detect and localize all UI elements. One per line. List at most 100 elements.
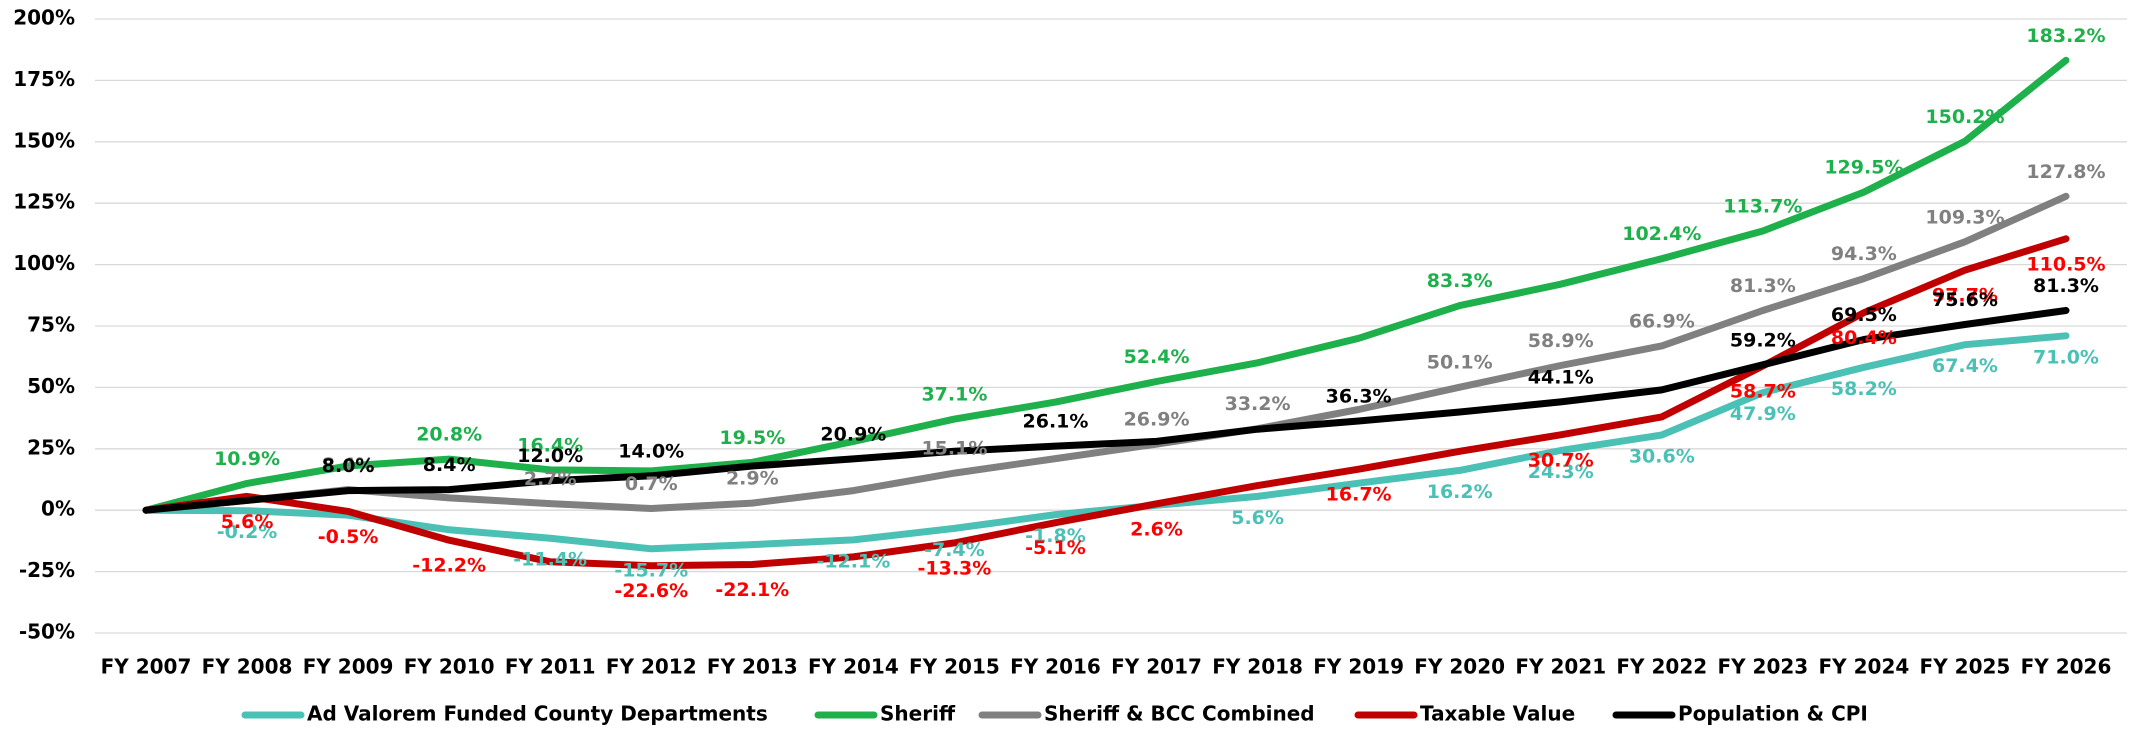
x-tick-label: FY 2007 bbox=[101, 655, 192, 679]
legend-label: Population & CPI bbox=[1678, 702, 1868, 726]
data-label: 44.1% bbox=[1528, 366, 1594, 388]
x-tick-label: FY 2013 bbox=[707, 655, 798, 679]
data-label: 8.0% bbox=[322, 455, 375, 477]
data-label: 113.7% bbox=[1723, 195, 1802, 217]
data-label: 47.9% bbox=[1730, 403, 1796, 425]
data-label: 36.3% bbox=[1326, 386, 1392, 408]
data-label: 0.7% bbox=[625, 473, 678, 495]
y-tick-label: -50% bbox=[19, 620, 75, 644]
data-label: -11.4% bbox=[513, 549, 587, 571]
x-tick-label: FY 2019 bbox=[1313, 655, 1404, 679]
data-label: 80.4% bbox=[1831, 327, 1897, 349]
y-tick-label: 25% bbox=[27, 435, 75, 459]
data-label: -5.1% bbox=[1025, 537, 1086, 559]
data-label: 2.7% bbox=[524, 468, 577, 490]
data-label: 67.4% bbox=[1932, 355, 1998, 377]
series-line bbox=[142, 307, 2070, 514]
data-label: 129.5% bbox=[1824, 157, 1903, 179]
data-label: -15.7% bbox=[614, 559, 688, 581]
x-tick-label: FY 2011 bbox=[505, 655, 596, 679]
data-label: 102.4% bbox=[1622, 223, 1701, 245]
y-tick-label: 125% bbox=[13, 190, 75, 214]
x-tick-label: FY 2009 bbox=[303, 655, 394, 679]
x-tick-label: FY 2022 bbox=[1616, 655, 1707, 679]
data-label: -22.1% bbox=[715, 579, 789, 601]
data-label: 30.7% bbox=[1528, 449, 1594, 471]
data-label: 66.9% bbox=[1629, 310, 1695, 332]
data-label: -1.8% bbox=[1025, 525, 1086, 547]
data-label: 81.3% bbox=[2033, 275, 2099, 297]
data-label: 94.3% bbox=[1831, 243, 1897, 265]
legend-label: Ad Valorem Funded County Departments bbox=[307, 702, 768, 726]
x-tick-label: FY 2012 bbox=[606, 655, 697, 679]
data-label: 16.4% bbox=[517, 434, 583, 456]
data-label: 69.5% bbox=[1831, 304, 1897, 326]
data-label: 150.2% bbox=[1925, 106, 2004, 128]
data-label: 26.9% bbox=[1124, 409, 1190, 431]
data-label: 12.0% bbox=[517, 445, 583, 467]
x-tick-label: FY 2026 bbox=[2021, 655, 2112, 679]
data-label: -0.5% bbox=[318, 526, 379, 548]
data-label: 59.2% bbox=[1730, 329, 1796, 351]
data-label: 16.7% bbox=[1326, 484, 1392, 506]
x-tick-label: FY 2024 bbox=[1819, 655, 1910, 679]
x-tick-label: FY 2010 bbox=[404, 655, 495, 679]
x-tick-label: FY 2020 bbox=[1414, 655, 1505, 679]
y-tick-label: 50% bbox=[27, 374, 75, 398]
y-tick-label: 200% bbox=[13, 6, 75, 30]
series-line bbox=[142, 235, 2070, 570]
y-tick-label: 0% bbox=[41, 497, 75, 521]
data-label: 30.6% bbox=[1629, 446, 1695, 468]
x-tick-label: FY 2016 bbox=[1010, 655, 1101, 679]
data-label: 52.4% bbox=[1124, 346, 1190, 368]
data-label: 26.1% bbox=[1023, 411, 1089, 433]
data-label: 75.6% bbox=[1932, 289, 1998, 311]
data-label: -12.1% bbox=[816, 550, 890, 572]
data-label: 5.6% bbox=[221, 511, 274, 533]
x-tick-label: FY 2023 bbox=[1717, 655, 1808, 679]
data-label: 16.2% bbox=[1427, 481, 1493, 503]
data-label: 58.9% bbox=[1528, 330, 1594, 352]
data-label: 8.4% bbox=[423, 454, 476, 476]
data-label: -0.2% bbox=[217, 521, 278, 543]
x-tick-label: FY 2018 bbox=[1212, 655, 1303, 679]
data-label: 183.2% bbox=[2026, 25, 2105, 47]
x-tick-label: FY 2015 bbox=[909, 655, 1000, 679]
data-label: 109.3% bbox=[1925, 206, 2004, 228]
y-tick-label: 100% bbox=[13, 251, 75, 275]
y-tick-label: -25% bbox=[19, 558, 75, 582]
x-tick-label: FY 2021 bbox=[1515, 655, 1606, 679]
data-label: 81.3% bbox=[1730, 275, 1796, 297]
data-label: -12.2% bbox=[412, 555, 486, 577]
data-label: 2.9% bbox=[726, 468, 779, 490]
data-label: 20.9% bbox=[820, 423, 886, 445]
data-label: 127.8% bbox=[2026, 161, 2105, 183]
data-label: 58.7% bbox=[1730, 381, 1796, 403]
data-label: -13.3% bbox=[918, 557, 992, 579]
data-label: 19.5% bbox=[719, 427, 785, 449]
x-tick-label: FY 2014 bbox=[808, 655, 899, 679]
data-label: 50.1% bbox=[1427, 352, 1493, 374]
data-label: -7.4% bbox=[924, 539, 985, 561]
data-label: 5.6% bbox=[1231, 507, 1284, 529]
data-label: 110.5% bbox=[2026, 253, 2105, 275]
y-tick-label: 175% bbox=[13, 67, 75, 91]
data-label: 24.3% bbox=[1528, 461, 1594, 483]
data-label: 2.6% bbox=[1130, 518, 1183, 540]
y-tick-label: 150% bbox=[13, 128, 75, 152]
data-label: 37.1% bbox=[921, 384, 987, 406]
data-label: 83.3% bbox=[1427, 270, 1493, 292]
data-label: 71.0% bbox=[2033, 346, 2099, 368]
y-tick-label: 75% bbox=[27, 313, 75, 337]
legend-label: Sheriff bbox=[880, 702, 956, 726]
series-line bbox=[142, 192, 2070, 514]
data-label: 14.0% bbox=[618, 440, 684, 462]
data-label: 15.1% bbox=[921, 438, 987, 460]
series-line bbox=[142, 56, 2070, 514]
legend-label: Taxable Value bbox=[1420, 702, 1575, 726]
data-label: 33.2% bbox=[1225, 393, 1291, 415]
x-tick-label: FY 2025 bbox=[1920, 655, 2011, 679]
legend-label: Sheriff & BCC Combined bbox=[1044, 702, 1315, 726]
data-label: 10.9% bbox=[214, 448, 280, 470]
